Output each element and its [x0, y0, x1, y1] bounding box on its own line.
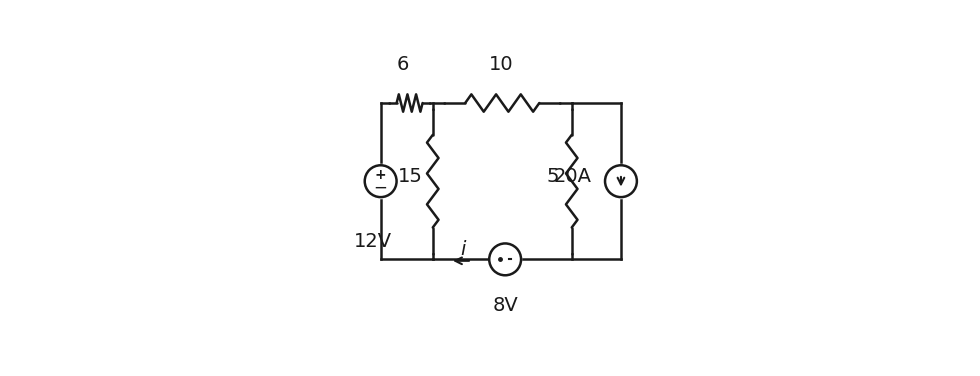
Text: −: − [373, 178, 387, 196]
Text: 12V: 12V [355, 232, 392, 252]
Text: +: + [374, 168, 386, 182]
Text: 15: 15 [398, 167, 422, 186]
Text: 5: 5 [546, 167, 559, 186]
Text: 6: 6 [396, 55, 409, 74]
Text: 8V: 8V [492, 296, 518, 315]
Text: i: i [461, 240, 465, 259]
Text: 20A: 20A [554, 167, 592, 186]
Text: 10: 10 [488, 55, 514, 74]
